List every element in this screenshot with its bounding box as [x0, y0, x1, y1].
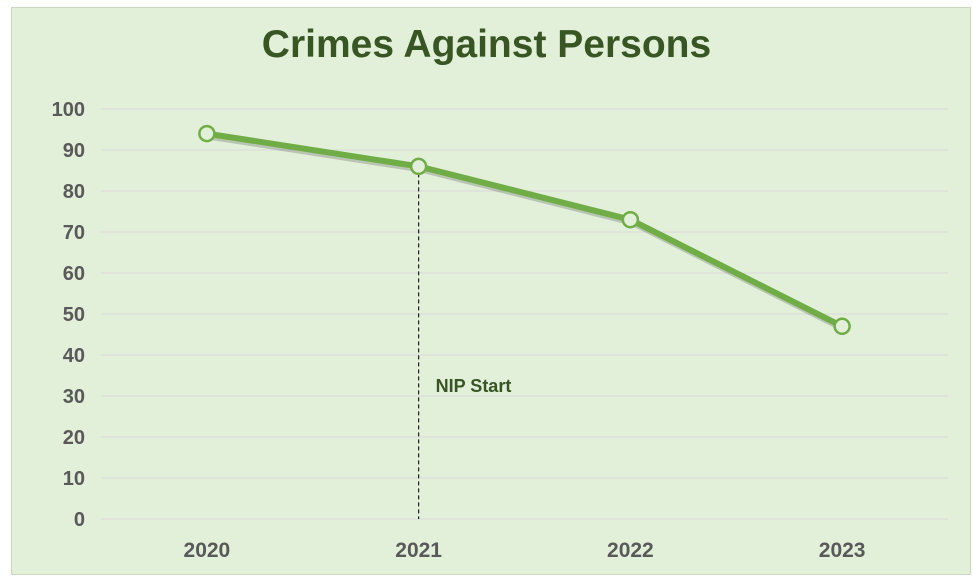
chart-area — [11, 7, 971, 575]
data-point — [833, 317, 851, 336]
x-tick-label: 2023 — [819, 539, 866, 562]
y-tick-label: 60 — [63, 263, 85, 285]
y-tick-label: 100 — [52, 99, 85, 121]
annotations: NIP Start — [418, 166, 512, 519]
x-tick-label: 2020 — [184, 539, 231, 562]
y-tick-label: 40 — [63, 345, 85, 367]
y-tick-label: 70 — [63, 222, 85, 244]
y-axis-ticks: 0 10 20 30 40 50 60 70 80 90 100 — [52, 99, 85, 531]
data-point — [409, 157, 428, 176]
y-tick-label: 30 — [63, 386, 85, 408]
series-line — [203, 130, 846, 330]
y-tick-label: 80 — [63, 181, 85, 203]
y-tick-label: 0 — [74, 509, 85, 531]
chart-title: Crimes Against Persons — [261, 23, 712, 66]
series-line-shadow — [205, 133, 848, 333]
series — [198, 124, 851, 336]
gridlines — [101, 108, 948, 520]
y-tick-label: 50 — [63, 304, 85, 326]
data-point — [621, 210, 640, 229]
annotation-label: NIP Start — [436, 376, 512, 396]
data-point — [198, 124, 216, 143]
y-tick-label: 10 — [63, 468, 85, 490]
x-tick-label: 2021 — [395, 539, 442, 562]
x-axis-ticks: 2020 2021 2022 2023 — [184, 539, 866, 562]
x-tick-label: 2022 — [607, 539, 654, 562]
y-tick-label: 90 — [63, 140, 85, 162]
y-tick-label: 20 — [63, 427, 85, 449]
